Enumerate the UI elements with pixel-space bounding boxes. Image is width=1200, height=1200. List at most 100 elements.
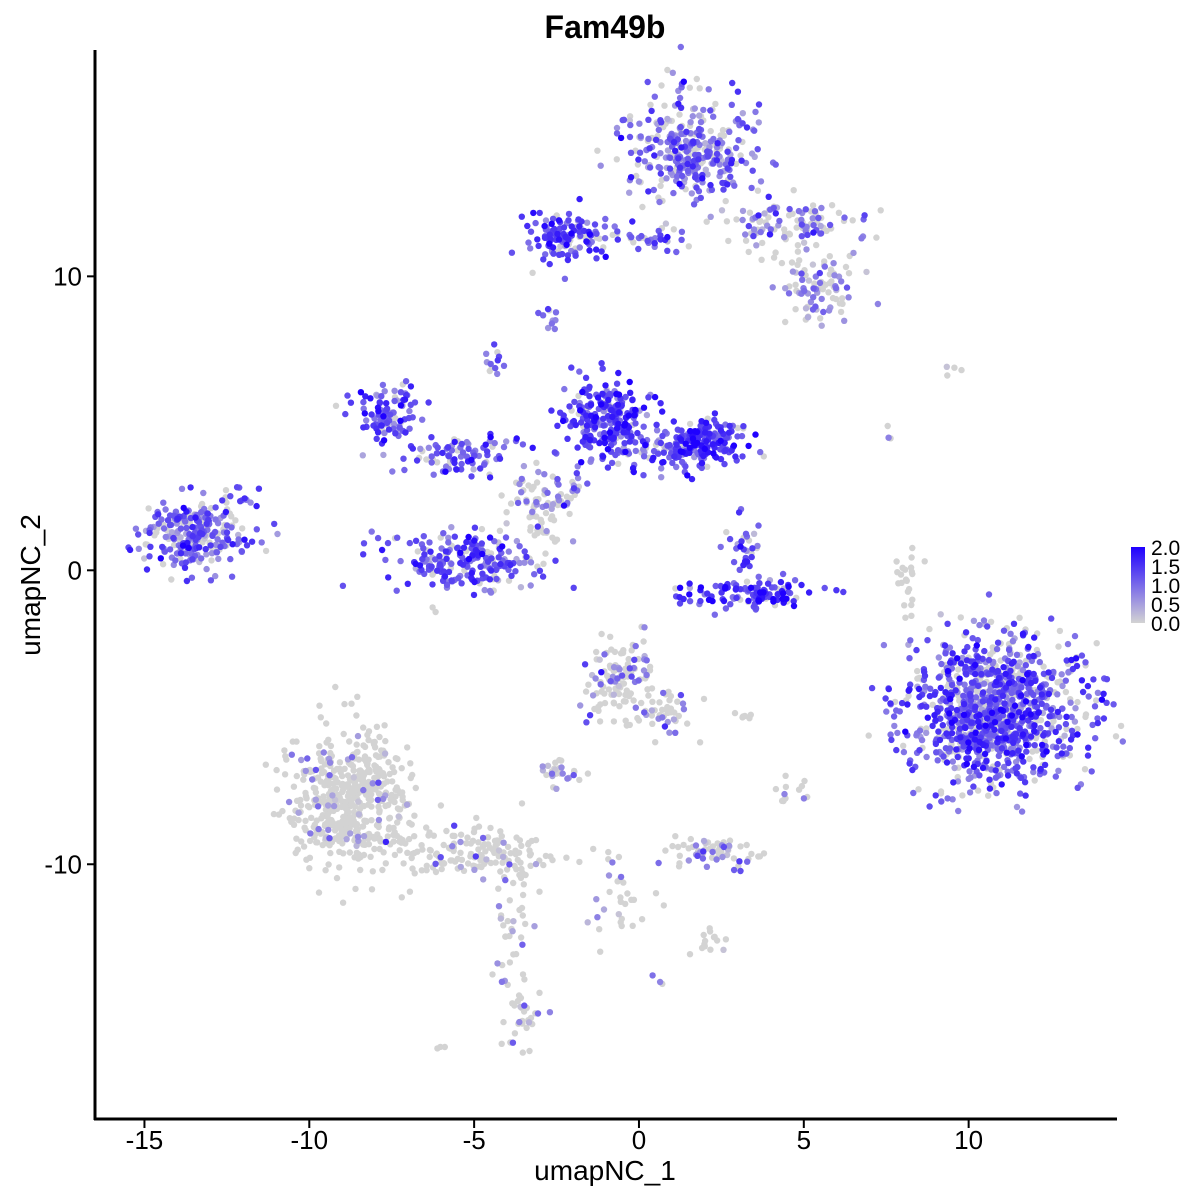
data-point <box>752 108 759 116</box>
data-point <box>949 650 956 657</box>
data-point <box>1022 698 1030 705</box>
data-point <box>514 499 522 507</box>
data-point <box>601 651 608 658</box>
data-point <box>413 457 421 464</box>
data-point <box>702 140 709 147</box>
data-point <box>463 538 470 546</box>
data-point <box>602 382 609 389</box>
data-point <box>728 101 735 109</box>
data-point <box>937 611 944 618</box>
data-point <box>475 846 482 853</box>
data-point <box>599 453 607 460</box>
data-point <box>627 149 635 156</box>
data-point <box>686 449 693 456</box>
data-point <box>381 750 389 757</box>
data-point <box>425 399 432 406</box>
data-point <box>480 876 487 883</box>
data-point <box>658 119 665 126</box>
data-point <box>1053 744 1060 751</box>
data-point <box>1092 735 1099 742</box>
data-point <box>1027 711 1034 718</box>
data-point <box>690 201 698 208</box>
data-point <box>591 221 599 228</box>
data-point <box>368 803 375 810</box>
data-point <box>540 560 547 567</box>
data-point <box>219 497 226 504</box>
data-point <box>638 699 645 707</box>
data-point <box>760 850 768 857</box>
data-point <box>604 673 611 680</box>
data-point <box>751 127 758 134</box>
data-point <box>678 144 685 151</box>
data-point <box>491 341 498 348</box>
data-point <box>302 792 310 800</box>
data-point <box>713 150 721 158</box>
data-point <box>481 586 488 594</box>
data-point <box>208 557 215 564</box>
data-point <box>463 840 470 847</box>
data-point <box>931 712 938 719</box>
data-point <box>850 249 857 257</box>
data-point <box>1007 630 1014 637</box>
data-point <box>457 838 464 846</box>
data-point <box>378 422 385 429</box>
data-point <box>525 482 532 489</box>
data-point <box>689 113 696 120</box>
data-point <box>758 256 765 263</box>
data-point <box>411 833 418 840</box>
data-point <box>1008 660 1015 667</box>
data-point <box>351 780 358 787</box>
data-point <box>402 429 409 436</box>
data-point <box>445 568 453 576</box>
data-point <box>924 714 931 721</box>
data-point <box>755 101 763 108</box>
data-point <box>373 435 380 442</box>
data-point <box>944 372 951 379</box>
data-point <box>323 777 330 785</box>
data-point <box>994 668 1002 675</box>
data-point <box>423 824 430 831</box>
data-point <box>302 827 309 834</box>
data-point <box>729 79 736 87</box>
data-point <box>552 557 559 564</box>
data-point <box>694 434 701 441</box>
data-point <box>1078 677 1086 684</box>
data-point <box>196 544 203 551</box>
data-point <box>838 278 845 285</box>
data-point <box>658 82 665 89</box>
data-point <box>719 853 726 861</box>
data-point <box>385 759 392 766</box>
data-point <box>813 241 820 249</box>
data-point <box>396 424 403 431</box>
data-point <box>1056 627 1064 635</box>
data-point <box>189 556 196 563</box>
data-point <box>614 236 621 243</box>
data-point <box>459 554 466 561</box>
data-point <box>778 259 786 267</box>
data-point <box>604 464 612 471</box>
data-point <box>583 412 590 419</box>
data-point <box>1062 720 1070 728</box>
data-point <box>742 530 750 537</box>
data-point <box>360 786 367 794</box>
data-point <box>1031 728 1038 735</box>
data-point <box>678 458 686 466</box>
data-point <box>248 538 256 545</box>
data-point <box>727 601 734 608</box>
data-point <box>586 444 594 451</box>
data-point <box>321 821 329 828</box>
data-point <box>948 681 956 689</box>
data-point <box>644 78 651 86</box>
data-point <box>707 181 714 189</box>
data-point <box>1048 674 1056 682</box>
data-point <box>713 856 720 863</box>
data-point <box>650 454 657 461</box>
data-point <box>966 789 974 796</box>
data-point <box>979 764 987 772</box>
data-point <box>1055 643 1062 650</box>
data-point <box>384 833 391 840</box>
data-point <box>511 1030 519 1037</box>
data-point <box>704 171 711 178</box>
data-point <box>703 218 710 225</box>
data-point <box>614 675 621 682</box>
